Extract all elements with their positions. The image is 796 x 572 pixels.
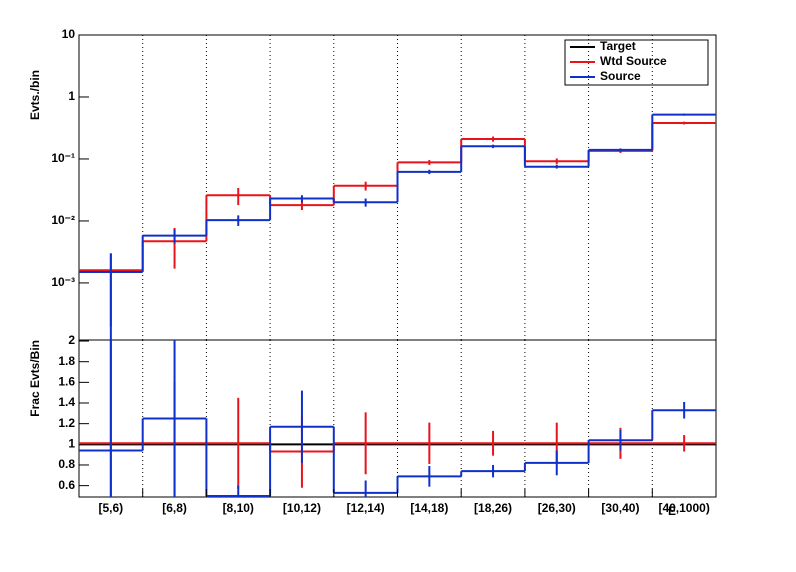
legend-label: Target xyxy=(600,39,636,53)
x-tick-label: [10,12) xyxy=(283,501,321,515)
y-tick-label: 10⁻¹ xyxy=(51,151,75,165)
x-tick-label: [6,8) xyxy=(162,501,187,515)
legend-label: Wtd Source xyxy=(600,54,667,68)
y-tick-label: 10⁻² xyxy=(51,213,75,227)
y-tick-label: 10⁻³ xyxy=(51,275,75,289)
y-tick-label: 1 xyxy=(68,436,75,450)
y-tick-label: 1.4 xyxy=(58,395,75,409)
y-tick-label: 10 xyxy=(62,27,76,41)
y-tick-label: 0.8 xyxy=(58,457,75,471)
y-axis-title: Evts./bin xyxy=(28,70,42,120)
x-tick-label: [30,40) xyxy=(601,501,639,515)
y-tick-label: 1 xyxy=(68,89,75,103)
y-axis-title: Frac Evts/Bin xyxy=(28,340,42,417)
y-tick-label: 2 xyxy=(68,333,75,347)
x-axis-title: E xyxy=(668,504,676,518)
y-tick-label: 1.6 xyxy=(58,375,75,389)
x-tick-label: [18,26) xyxy=(474,501,512,515)
x-tick-label: [12,14) xyxy=(347,501,385,515)
x-tick-label: [8,10) xyxy=(223,501,254,515)
x-tick-label: [5,6) xyxy=(99,501,124,515)
y-tick-label: 1.8 xyxy=(58,354,75,368)
y-tick-label: 0.6 xyxy=(58,478,75,492)
x-tick-label: [40,1000) xyxy=(658,501,709,515)
y-tick-label: 1.2 xyxy=(58,416,75,430)
x-tick-label: [14,18) xyxy=(410,501,448,515)
legend-label: Source xyxy=(600,69,641,83)
x-tick-label: [26,30) xyxy=(538,501,576,515)
